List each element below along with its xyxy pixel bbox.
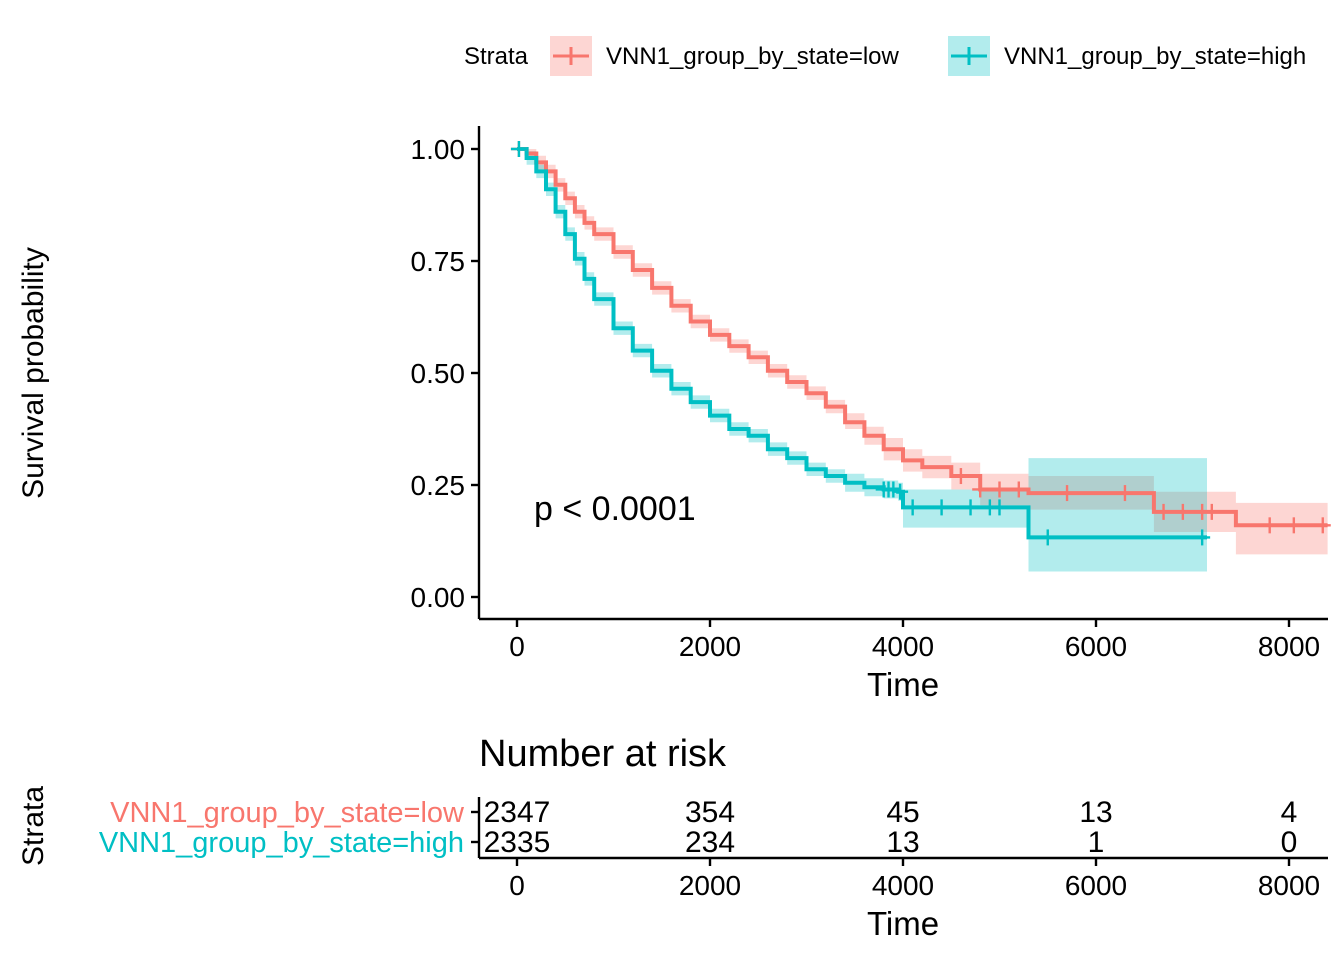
risk-table-title: Number at risk xyxy=(479,733,727,775)
risk-value: 13 xyxy=(886,826,919,859)
risk-x-tick-label: 4000 xyxy=(872,870,934,901)
risk-x-tick-label: 0 xyxy=(509,870,525,901)
censor-marks xyxy=(510,141,1331,546)
legend-title: Strata xyxy=(464,43,529,70)
censor-mark-low xyxy=(1116,485,1133,502)
censor-mark-low xyxy=(1314,517,1331,534)
confidence-bands xyxy=(517,149,1328,572)
censor-mark-low xyxy=(1285,517,1302,534)
censor-mark-high xyxy=(885,481,902,498)
risk-value: 2335 xyxy=(484,826,551,859)
legend-item-low: VNN1_group_by_state=low xyxy=(550,36,900,76)
survival-curve-low xyxy=(517,147,1328,528)
x-axis-ticks: 0 2000 4000 6000 8000 xyxy=(509,619,1320,662)
risk-row-label-low: VNN1_group_by_state=low xyxy=(110,797,465,829)
censor-mark-high xyxy=(510,141,527,157)
censor-mark-high xyxy=(1039,529,1056,546)
censor-mark-high xyxy=(991,499,1008,516)
x-tick-label: 2000 xyxy=(679,631,741,662)
censor-mark-high xyxy=(962,499,979,516)
censor-mark-low xyxy=(952,468,969,485)
risk-value: 0 xyxy=(1281,826,1298,859)
risk-table-y-title: Strata xyxy=(17,786,50,866)
censor-mark-low xyxy=(1010,481,1027,498)
y-tick-label: 0.00 xyxy=(411,582,466,613)
risk-value: 354 xyxy=(685,796,735,829)
survival-plot: Survival probability 0.00 0.25 0.50 0.75 1.0… xyxy=(17,126,1331,703)
risk-y-ticks xyxy=(471,810,479,844)
ci-band-high xyxy=(517,149,1207,572)
censor-mark-low xyxy=(1155,503,1172,520)
x-tick-label: 0 xyxy=(509,631,525,662)
p-value-annotation: p < 0.0001 xyxy=(534,490,696,528)
risk-row-label-high: VNN1_group_by_state=high xyxy=(99,827,464,859)
censor-mark-high xyxy=(892,483,909,500)
censor-mark-high xyxy=(1194,529,1211,546)
censor-mark-high xyxy=(904,499,921,516)
x-tick-label: 8000 xyxy=(1258,631,1320,662)
censor-mark-low xyxy=(1203,503,1220,520)
ci-band-low xyxy=(517,149,1328,555)
y-axis-ticks: 0.00 0.25 0.50 0.75 1.00 xyxy=(411,134,479,613)
risk-x-tick-label: 8000 xyxy=(1258,870,1320,901)
censor-mark-low xyxy=(1059,485,1076,502)
y-tick-label: 0.75 xyxy=(411,246,466,277)
y-tick-label: 0.50 xyxy=(411,358,466,389)
survival-curve-high xyxy=(517,147,1207,540)
legend-item-high: VNN1_group_by_state=high xyxy=(948,36,1306,76)
risk-x-tick-label: 6000 xyxy=(1065,870,1127,901)
legend-label-high: VNN1_group_by_state=high xyxy=(1004,43,1306,70)
risk-x-ticks: 0 2000 4000 6000 8000 xyxy=(509,858,1320,901)
y-axis-title: Survival probability xyxy=(17,247,50,499)
survival-curves xyxy=(517,147,1328,540)
risk-table: Number at risk Strata VNN1_group_by_stat… xyxy=(17,733,1328,942)
x-axis-title: Time xyxy=(867,666,939,703)
censor-mark-high xyxy=(933,499,950,516)
risk-x-axis-title: Time xyxy=(867,905,939,942)
censor-mark-low xyxy=(972,481,989,498)
risk-value: 1 xyxy=(1088,826,1105,859)
x-tick-label: 6000 xyxy=(1065,631,1127,662)
y-tick-label: 1.00 xyxy=(411,134,466,165)
risk-value: 4 xyxy=(1281,796,1298,829)
risk-value: 234 xyxy=(685,826,735,859)
risk-value: 45 xyxy=(886,796,919,829)
y-tick-label: 0.25 xyxy=(411,470,466,501)
censor-mark-low xyxy=(991,481,1008,498)
legend-label-low: VNN1_group_by_state=low xyxy=(606,43,900,70)
legend: Strata VNN1_group_by_state=low VNN1_grou… xyxy=(464,36,1306,76)
risk-x-tick-label: 2000 xyxy=(679,870,741,901)
censor-mark-low xyxy=(1174,503,1191,520)
risk-value: 2347 xyxy=(484,796,551,829)
risk-value: 13 xyxy=(1079,796,1112,829)
x-tick-label: 4000 xyxy=(872,631,934,662)
censor-mark-low xyxy=(1261,517,1278,534)
